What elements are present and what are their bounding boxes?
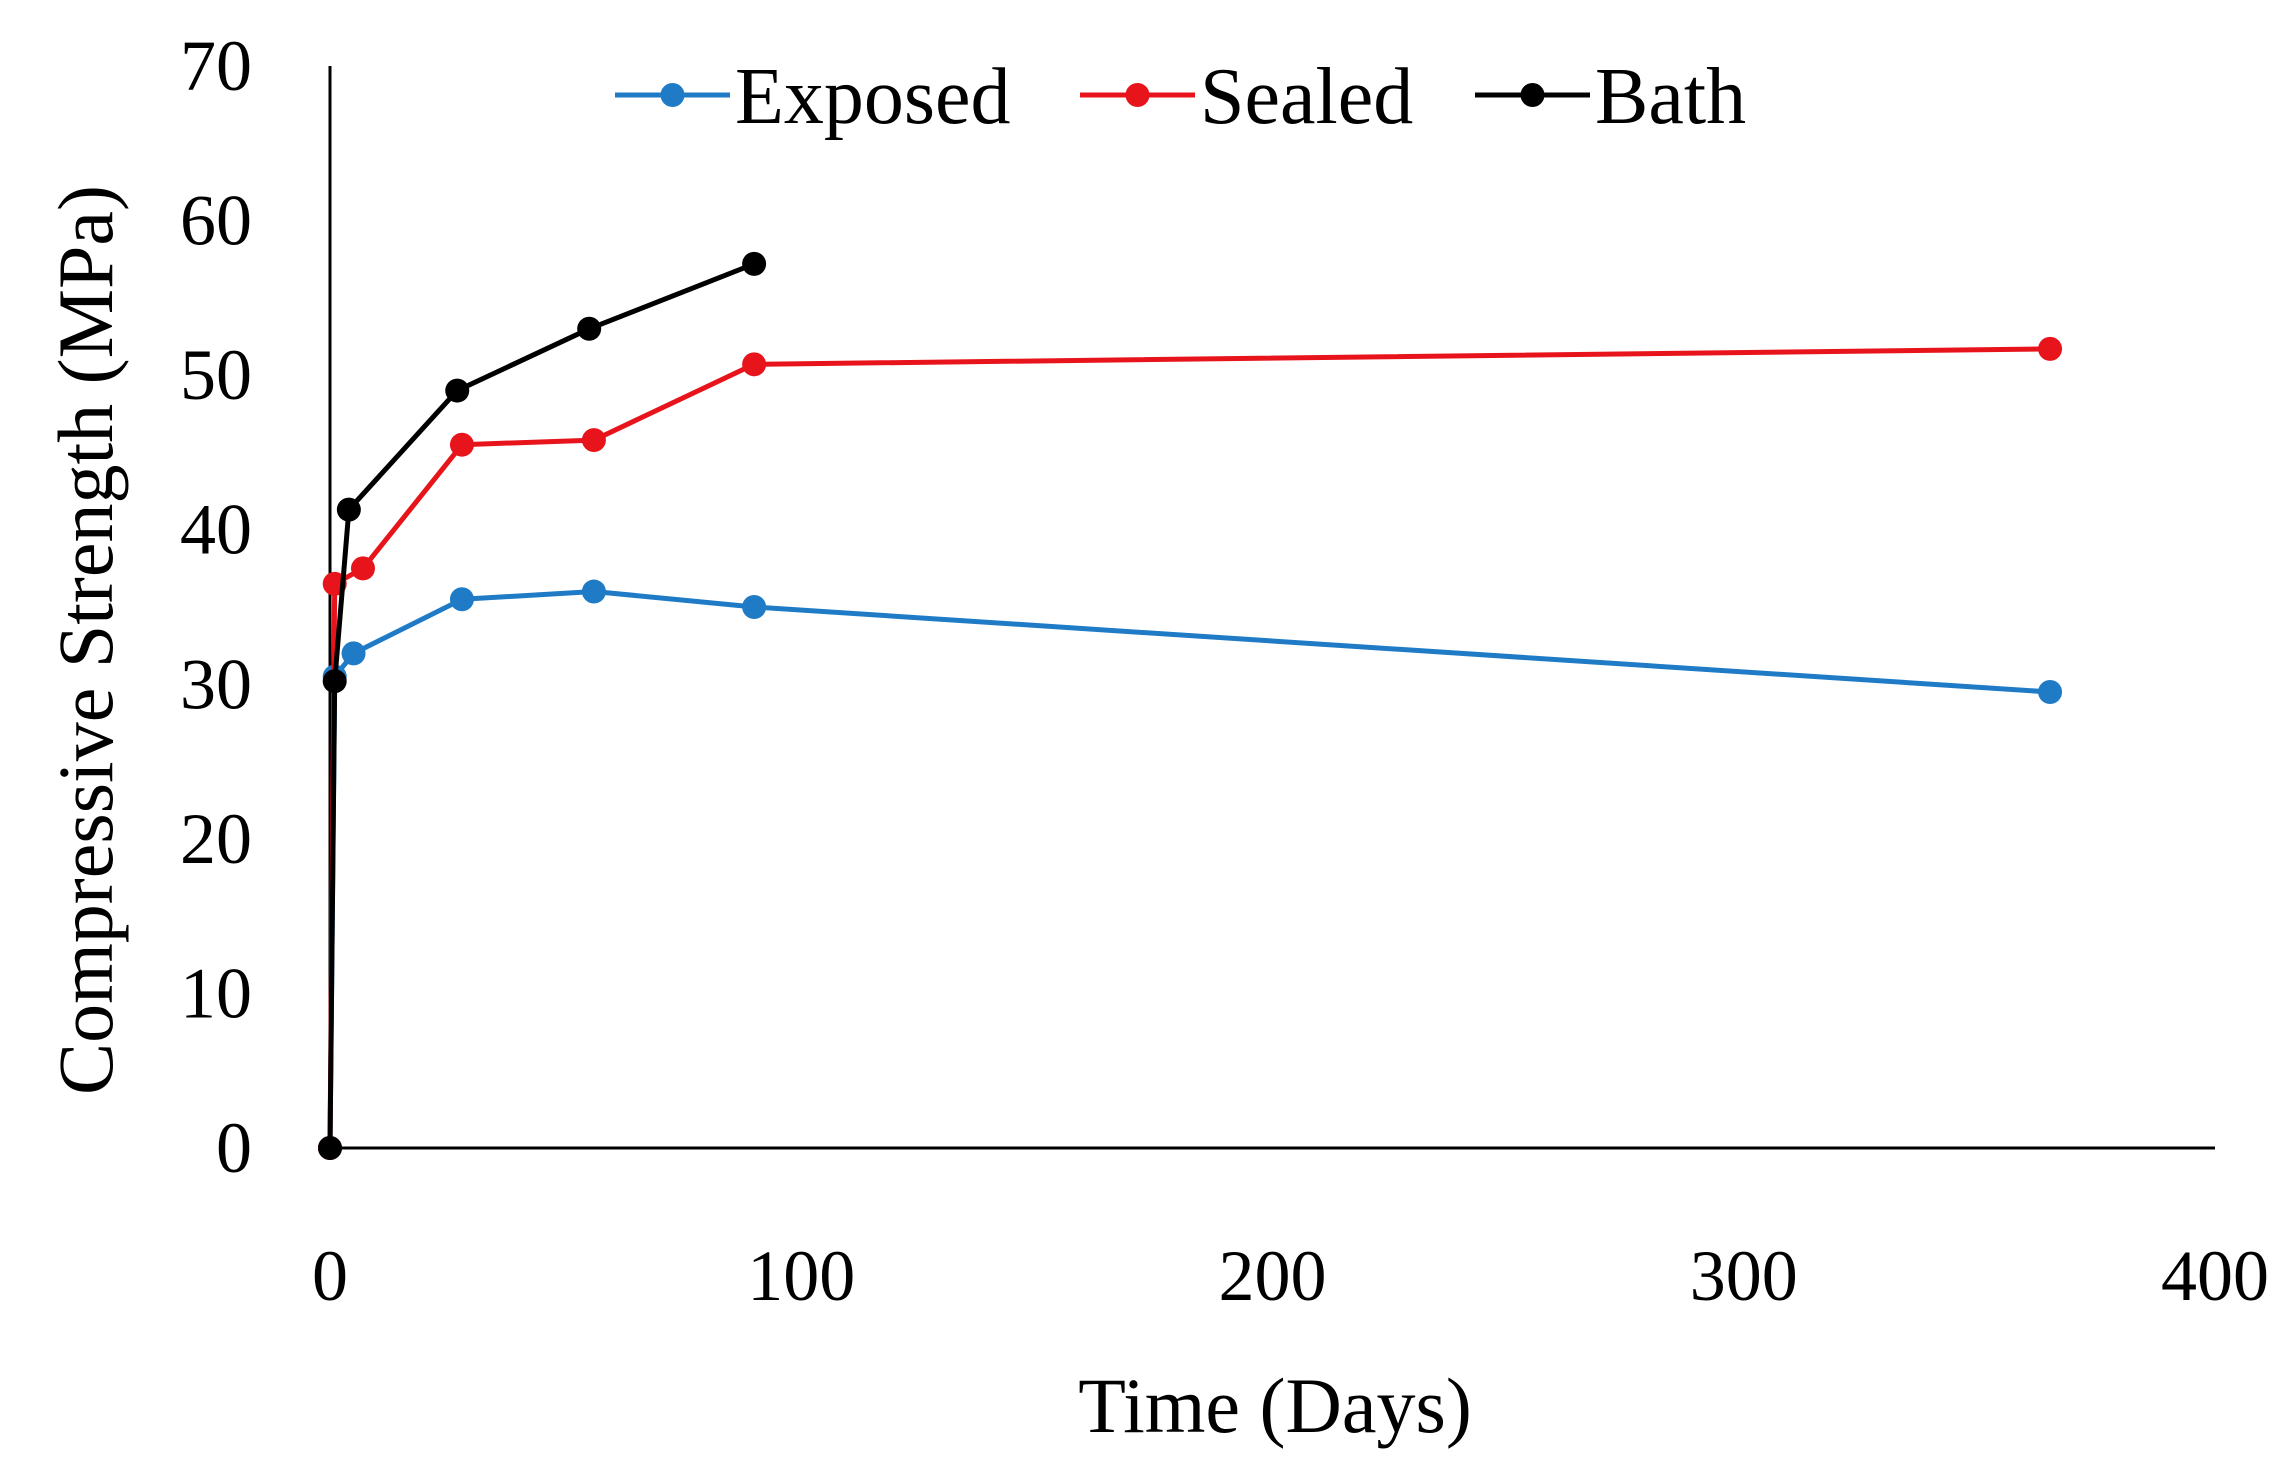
legend-label-bath: Bath [1595,53,1746,141]
series-line-sealed [327,346,2051,1149]
legend-item-exposed: Exposed [615,53,1011,141]
data-point-exposed [449,587,474,612]
y-tick-label: 70 [180,26,252,106]
series-bath [318,251,767,1160]
axes [328,66,2215,1150]
series-sealed [318,336,2063,1160]
legend-label-sealed: Sealed [1200,53,1413,141]
y-axis-title: Compressive Strength (MPa) [42,185,129,1095]
y-tick-label: 40 [180,490,252,570]
series-line-exposed [327,589,2051,1149]
data-point-bath [336,497,361,522]
data-point-sealed [449,432,474,457]
legend-marker-bath [1520,83,1545,107]
x-tick-label: 400 [2161,1236,2269,1316]
y-tick-label: 50 [180,335,252,415]
legend-item-sealed: Sealed [1080,53,1413,141]
data-point-exposed [742,595,767,619]
x-axis-title: Time (Days) [1078,1362,1472,1449]
y-tick-label: 0 [216,1108,252,1188]
legend-item-bath: Bath [1475,53,1746,141]
data-point-bath [318,1136,342,1160]
y-tick-label: 20 [180,799,252,879]
legend-label-exposed: Exposed [735,53,1011,141]
y-tick-labels: 0 10 20 30 40 50 60 70 [180,26,252,1188]
x-tick-label: 100 [747,1236,855,1316]
y-tick-label: 30 [180,644,252,724]
data-point-sealed [350,556,375,581]
data-point-sealed [2038,336,2063,361]
x-tick-label: 300 [1690,1236,1798,1316]
x-tick-label: 0 [312,1236,348,1316]
data-point-exposed [341,641,366,666]
data-point-bath [742,251,767,276]
series-exposed [318,579,2063,1160]
y-tick-label: 60 [180,181,252,261]
data-point-sealed [742,352,767,377]
x-tick-labels: 0 100 200 300 400 [312,1236,2269,1316]
series-line-bath [327,261,756,1149]
legend: Exposed Sealed Bath [615,53,1746,141]
data-point-exposed [581,579,606,604]
y-tick-label: 10 [180,953,252,1033]
data-point-bath [322,669,347,694]
data-point-exposed [2038,680,2063,705]
data-point-bath [577,316,602,341]
x-tick-label: 200 [1219,1236,1327,1316]
data-point-sealed [581,428,606,453]
legend-marker-sealed [1125,83,1150,107]
series-group [318,251,2063,1160]
legend-marker-exposed [660,83,685,107]
data-point-bath [445,378,470,403]
